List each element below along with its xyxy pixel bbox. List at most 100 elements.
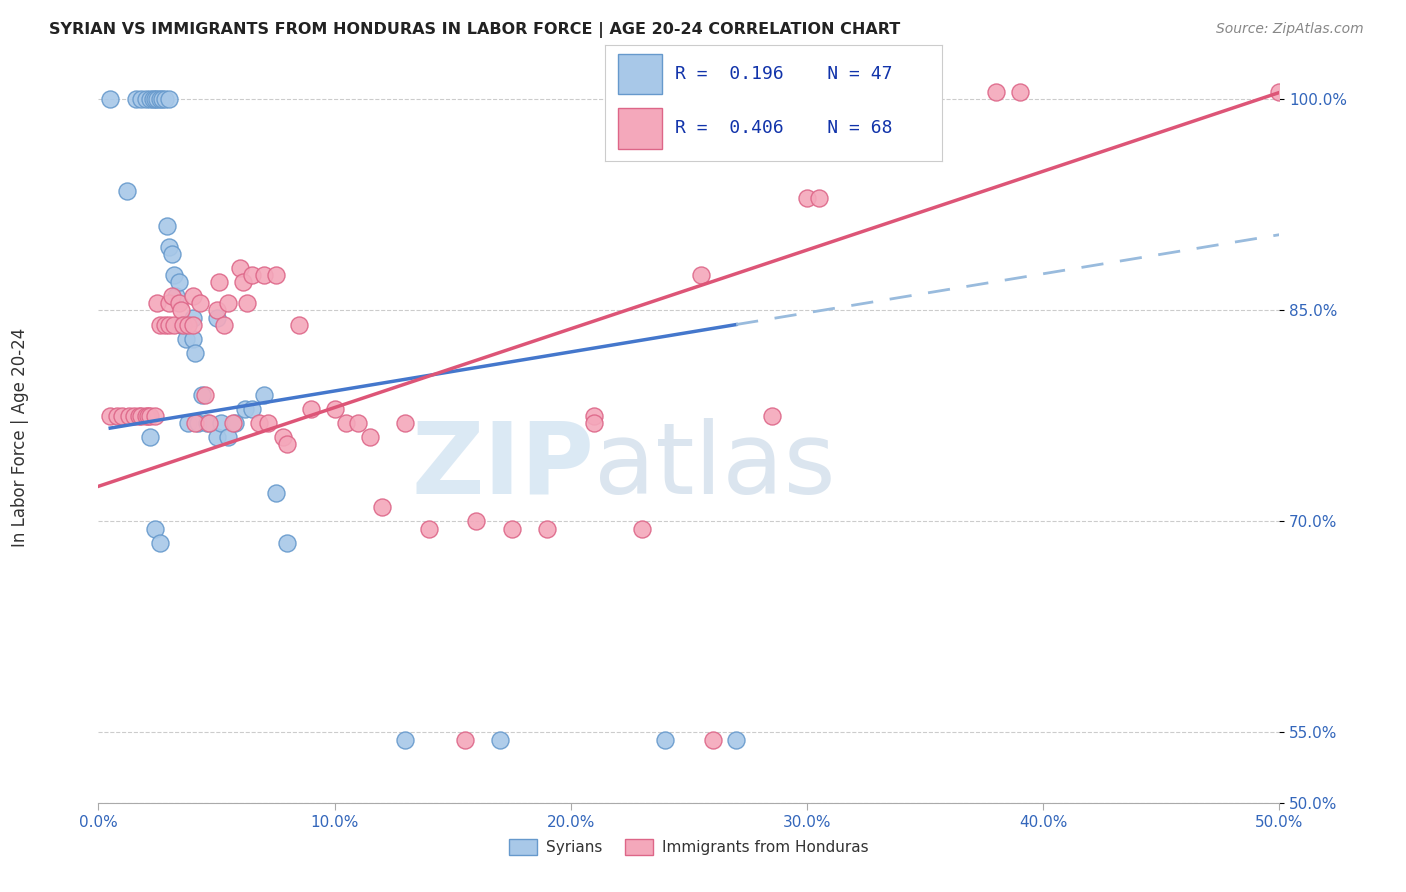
Point: [177, 318, 200, 332]
Point: [177, 416, 200, 430]
Point: [583, 409, 606, 423]
Point: [689, 268, 711, 283]
Text: Source: ZipAtlas.com: Source: ZipAtlas.com: [1216, 22, 1364, 37]
Point: [323, 401, 346, 416]
Point: [181, 332, 204, 346]
Point: [418, 522, 440, 536]
Point: [1279, 86, 1302, 100]
Point: [276, 437, 298, 451]
Point: [335, 416, 357, 430]
Point: [153, 318, 176, 332]
Point: [105, 409, 128, 423]
Point: [98, 409, 121, 423]
Point: [157, 93, 180, 107]
Point: [205, 430, 228, 444]
Point: [276, 535, 298, 549]
Point: [253, 268, 276, 283]
Point: [160, 247, 183, 261]
Point: [149, 318, 172, 332]
Point: [212, 318, 235, 332]
Point: [129, 93, 152, 107]
Point: [98, 93, 121, 107]
Point: [205, 310, 228, 325]
Point: [583, 416, 606, 430]
Point: [371, 500, 394, 515]
Point: [253, 388, 276, 402]
Point: [157, 318, 180, 332]
Bar: [619, 109, 662, 149]
Point: [240, 268, 263, 283]
Point: [122, 409, 145, 423]
Point: [184, 416, 207, 430]
Text: SYRIAN VS IMMIGRANTS FROM HONDURAS IN LABOR FORCE | AGE 20-24 CORRELATION CHART: SYRIAN VS IMMIGRANTS FROM HONDURAS IN LA…: [49, 22, 900, 38]
Point: [129, 409, 152, 423]
Point: [160, 289, 183, 303]
Point: [181, 310, 204, 325]
Y-axis label: In Labor Force | Age 20-24: In Labor Force | Age 20-24: [11, 327, 30, 547]
Point: [184, 345, 207, 359]
Point: [264, 486, 287, 500]
Point: [264, 268, 287, 283]
Point: [172, 318, 194, 332]
Legend: Syrians, Immigrants from Honduras: Syrians, Immigrants from Honduras: [503, 833, 875, 861]
Point: [143, 409, 166, 423]
Point: [205, 303, 228, 318]
Point: [231, 276, 253, 290]
Point: [156, 219, 179, 233]
Point: [984, 86, 1007, 100]
Point: [163, 268, 186, 283]
Point: [224, 416, 246, 430]
Point: [149, 535, 172, 549]
Text: ZIP: ZIP: [412, 417, 595, 515]
Point: [807, 191, 830, 205]
Point: [271, 430, 294, 444]
Point: [118, 409, 141, 423]
Point: [236, 296, 259, 310]
Point: [229, 261, 252, 276]
Point: [347, 416, 370, 430]
Point: [465, 515, 488, 529]
Point: [247, 416, 270, 430]
Point: [240, 401, 263, 416]
Point: [1268, 86, 1291, 100]
Point: [135, 93, 157, 107]
Point: [195, 416, 218, 430]
Point: [167, 296, 190, 310]
Point: [172, 318, 194, 332]
Point: [188, 296, 211, 310]
Point: [453, 732, 475, 747]
Point: [157, 240, 180, 254]
Point: [191, 388, 214, 402]
Point: [170, 318, 193, 332]
Point: [257, 416, 280, 430]
Point: [146, 296, 169, 310]
Point: [139, 409, 162, 423]
Point: [796, 191, 818, 205]
Point: [208, 276, 231, 290]
Point: [288, 318, 311, 332]
Point: [165, 289, 187, 303]
Point: [181, 318, 204, 332]
Point: [222, 416, 245, 430]
Point: [583, 810, 606, 824]
Point: [167, 276, 190, 290]
Point: [139, 93, 162, 107]
Point: [150, 93, 173, 107]
Point: [128, 409, 150, 423]
Point: [217, 430, 239, 444]
Bar: [619, 54, 662, 95]
Point: [536, 522, 558, 536]
Point: [702, 732, 724, 747]
Point: [1008, 86, 1031, 100]
Point: [142, 93, 165, 107]
Point: [187, 416, 209, 430]
Point: [115, 184, 138, 198]
Point: [501, 522, 523, 536]
Point: [217, 296, 239, 310]
Text: R =  0.196    N = 47: R = 0.196 N = 47: [675, 65, 893, 83]
Point: [143, 522, 166, 536]
Point: [163, 318, 186, 332]
Point: [761, 409, 783, 423]
Text: R =  0.406    N = 68: R = 0.406 N = 68: [675, 120, 893, 137]
Point: [111, 409, 134, 423]
